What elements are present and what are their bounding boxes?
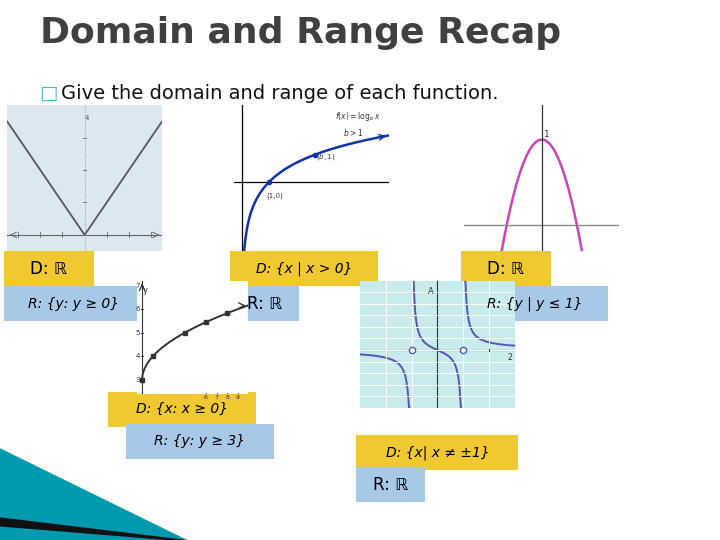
FancyBboxPatch shape: [4, 251, 94, 286]
Text: Domain and Range Recap: Domain and Range Recap: [40, 16, 561, 50]
FancyBboxPatch shape: [108, 392, 256, 427]
FancyBboxPatch shape: [356, 467, 425, 502]
FancyBboxPatch shape: [4, 286, 144, 321]
Text: D: {x| x ≠ ±1}: D: {x| x ≠ ±1}: [385, 445, 490, 460]
Text: D: {x: x ≥ 0}: D: {x: x ≥ 0}: [136, 402, 228, 416]
FancyBboxPatch shape: [230, 286, 299, 321]
FancyBboxPatch shape: [126, 424, 274, 459]
FancyBboxPatch shape: [461, 251, 551, 286]
Polygon shape: [0, 517, 187, 540]
FancyBboxPatch shape: [461, 286, 608, 321]
Text: D: ℝ: D: ℝ: [487, 260, 524, 278]
Text: R: ℝ: R: ℝ: [247, 295, 282, 313]
Text: □: □: [40, 84, 58, 103]
Text: R: {y | y ≤ 1}: R: {y | y ≤ 1}: [487, 296, 582, 311]
Text: R: {y: y ≥ 0}: R: {y: y ≥ 0}: [28, 297, 120, 310]
Text: R: ℝ: R: ℝ: [373, 476, 408, 494]
Text: D: {x | x > 0}: D: {x | x > 0}: [256, 261, 353, 276]
FancyBboxPatch shape: [356, 435, 518, 470]
Text: R: {y: y ≥ 3}: R: {y: y ≥ 3}: [154, 435, 246, 448]
Text: D: ℝ: D: ℝ: [30, 260, 67, 278]
FancyBboxPatch shape: [230, 251, 378, 286]
Text: Give the domain and range of each function.: Give the domain and range of each functi…: [61, 84, 499, 103]
Polygon shape: [0, 448, 187, 540]
